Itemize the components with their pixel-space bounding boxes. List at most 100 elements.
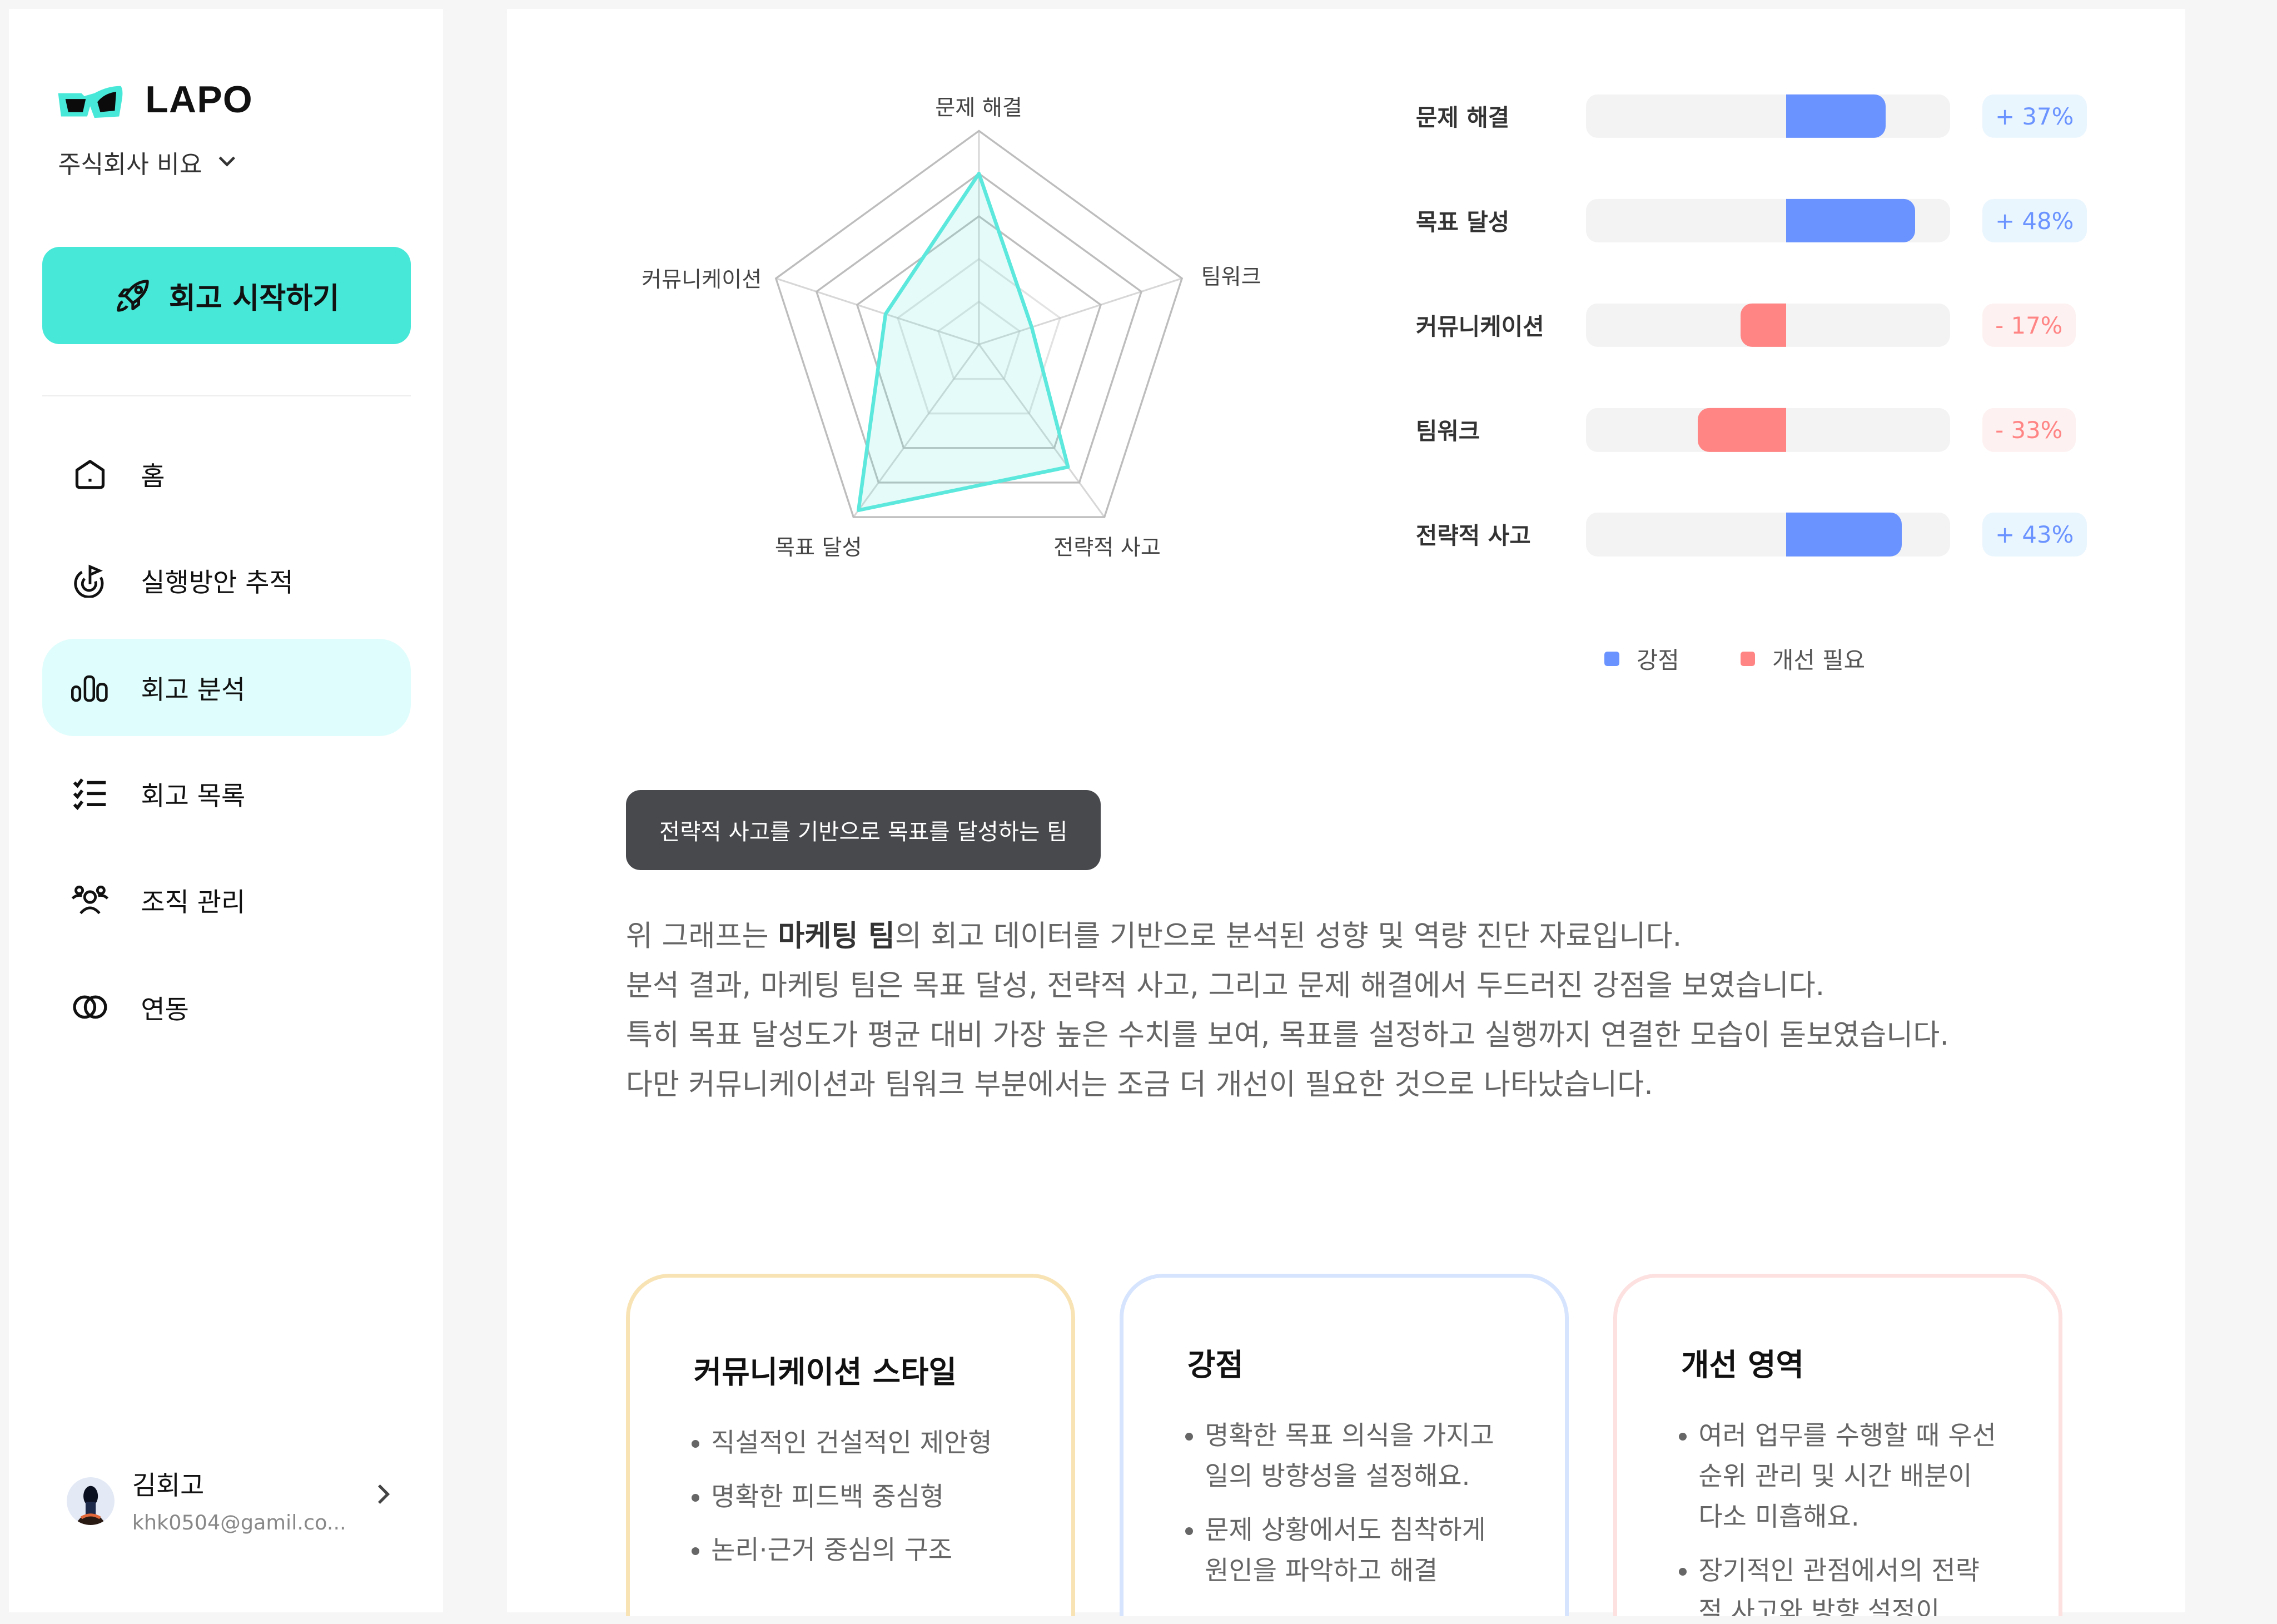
card-communication-style: 커뮤니케이션 스타일 직설적인 건설적인 제안형 명확한 피드백 중심형 논리·…: [625, 1273, 1075, 1616]
company-name: 주식회사 비요: [58, 150, 202, 179]
list-item: 명확한 목표 의식을 가지고 일의 방향성을 설정해요.: [1205, 1416, 1510, 1497]
card-title: 강점: [1187, 1347, 1244, 1383]
rocket-icon: [116, 279, 149, 312]
value-badge: + 37%: [1982, 94, 2087, 138]
value-badge: - 33%: [1982, 408, 2076, 452]
sidebar-divider: [42, 395, 411, 397]
bar-track: [1585, 513, 1951, 557]
value-badge: + 48%: [1982, 198, 2087, 243]
radar-chart: [774, 129, 1183, 518]
link-icon: [68, 989, 112, 1026]
profile-email: khk0504@gamil.co...: [132, 1510, 346, 1534]
bar-label: 커뮤니케이션: [1415, 313, 1544, 341]
radar-grid-ring: [856, 215, 1102, 449]
checklist-icon: [68, 775, 112, 813]
sidebar-item-label: 홈: [141, 461, 165, 493]
bar-track: [1585, 94, 1951, 138]
sidebar-item-retro-list[interactable]: 회고 목록: [42, 745, 411, 842]
sidebar-item-home[interactable]: 홈: [42, 425, 411, 523]
radar-axis-line: [978, 277, 1182, 345]
list-item: 명확한 피드백 중심형: [711, 1477, 1016, 1517]
radar-grid-ring: [774, 129, 1183, 518]
sidebar-item-action-tracking[interactable]: 실행방안 추적: [42, 532, 411, 629]
bar-label: 문제 해결: [1415, 103, 1510, 131]
value-badge: + 43%: [1982, 513, 2087, 557]
bar-strength: [1786, 94, 1886, 138]
summary-line-4: 다만 커뮤니케이션과 팀워크 부분에서는 조금 더 개선이 필요한 것으로 나타…: [625, 1067, 1653, 1101]
summary-line-2: 분석 결과, 마케팅 팀은 목표 달성, 전략적 사고, 그리고 문제 해결에서…: [625, 969, 1825, 1003]
list-item: 직설적인 건설적인 제안형: [711, 1423, 1016, 1463]
sidebar-item-label: 조직 관리: [141, 887, 246, 918]
legend-swatch: [1604, 651, 1619, 666]
list-item: 논리·근거 중심의 구조: [711, 1530, 1016, 1571]
summary-paragraph: 위 그래프는 마케팅 팀의 회고 데이터를 기반으로 분석된 성향 및 역량 진…: [626, 912, 2136, 1109]
radar-series-area: [856, 171, 1070, 512]
home-icon: [68, 455, 112, 493]
bar-improvement: [1697, 408, 1786, 452]
card-list: 직설적인 건설적인 제안형 명확한 피드백 중심형 논리·근거 중심의 구조: [679, 1423, 1016, 1584]
bar-improvement: [1740, 303, 1786, 347]
sidebar-item-org-management[interactable]: 조직 관리: [42, 851, 411, 948]
card-title: 커뮤니케이션 스타일: [693, 1354, 957, 1390]
bar-track: [1585, 408, 1951, 452]
radar-grid-ring: [815, 172, 1142, 484]
radar-axis-label: 커뮤니케이션: [642, 267, 762, 293]
radar-axis-line: [775, 277, 980, 345]
bar-label: 목표 달성: [1415, 208, 1510, 236]
sidebar: LAPO 주식회사 비요 회고 시작하기 홈 실행방안 추적 회고 분석: [8, 8, 443, 1612]
sidebar-item-label: 회고 분석: [141, 675, 246, 706]
bar-track: [1585, 198, 1951, 243]
chevron-down-icon: [218, 156, 235, 167]
bar-strength: [1786, 513, 1902, 557]
summary-line-3: 특히 목표 달성도가 평균 대비 가장 높은 수치를 보여, 목표를 설정하고 …: [625, 1019, 1949, 1052]
users-icon: [68, 881, 112, 918]
start-retro-label: 회고 시작하기: [168, 281, 340, 315]
card-strengths: 강점 명확한 목표 의식을 가지고 일의 방향성을 설정해요. 문제 상황에서도…: [1120, 1273, 1569, 1616]
logo-glasses-icon: [57, 85, 123, 120]
legend-label: 개선 필요: [1772, 646, 1866, 674]
radar-axis-label: 전략적 사고: [1053, 535, 1161, 560]
radar-axis-label: 문제 해결: [935, 95, 1022, 121]
list-item: 여러 업무를 수행할 때 우선순위 관리 및 시간 배분이 다소 미흡해요.: [1698, 1416, 2003, 1537]
sidebar-item-label: 실행방안 추적: [141, 568, 294, 599]
sidebar-item-retro-analysis[interactable]: 회고 분석: [42, 639, 411, 737]
target-flag-icon: [68, 562, 112, 599]
radar-axis-label: 팀워크: [1201, 265, 1261, 290]
start-retro-button[interactable]: 회고 시작하기: [42, 247, 411, 345]
sidebar-item-integrations[interactable]: 연동: [42, 958, 411, 1056]
summary-text: 위 그래프는: [625, 920, 778, 953]
list-item: 장기적인 관점에서의 전략적 사고와 방향 설정이: [1698, 1551, 2003, 1616]
bar-label: 전략적 사고: [1415, 522, 1531, 550]
radar-axis-line: [978, 344, 1105, 518]
legend-item-improve: 개선 필요: [1740, 642, 1866, 676]
legend-swatch: [1740, 651, 1755, 666]
avatar: [67, 1477, 115, 1525]
radar-grid-ring: [937, 300, 1021, 380]
team-type-tag: 전략적 사고를 기반으로 목표를 달성하는 팀: [625, 790, 1101, 870]
card-improvement-areas: 개선 영역 여러 업무를 수행할 때 우선순위 관리 및 시간 배분이 다소 미…: [1613, 1273, 2063, 1616]
chevron-right-icon: [377, 1484, 390, 1504]
chart-legend: 강점 개선 필요: [1604, 642, 1865, 676]
bar-track: [1585, 303, 1951, 347]
summary-text: 의 회고 데이터를 기반으로 분석된 성향 및 역량 진단 자료입니다.: [894, 920, 1682, 953]
radar-axis-line: [852, 344, 980, 518]
sidebar-item-label: 연동: [141, 995, 189, 1026]
bar-chart-icon: [68, 669, 112, 707]
company-selector[interactable]: 주식회사 비요: [58, 144, 237, 180]
legend-item-strength: 강점: [1604, 642, 1679, 676]
summary-line-1: 위 그래프는 마케팅 팀의 회고 데이터를 기반으로 분석된 성향 및 역량 진…: [626, 912, 2136, 961]
bar-label: 팀워크: [1415, 418, 1480, 445]
value-badge: - 17%: [1982, 303, 2076, 347]
profile-menu[interactable]: 김회고 khk0504@gamil.co...: [52, 1461, 415, 1542]
team-name: 마케팅 팀: [778, 920, 895, 953]
radar-grid-ring: [896, 257, 1061, 415]
brand-name: LAPO: [145, 79, 253, 121]
radar-axis-label: 목표 달성: [774, 535, 862, 560]
legend-label: 강점: [1636, 646, 1679, 674]
card-list: 명확한 목표 의식을 가지고 일의 방향성을 설정해요. 문제 상황에서도 침착…: [1173, 1416, 1510, 1605]
sidebar-item-label: 회고 목록: [141, 781, 246, 812]
list-item: 문제 상황에서도 침착하게 원인을 파악하고 해결: [1205, 1510, 1510, 1591]
profile-name: 김회고: [132, 1471, 205, 1502]
card-title: 개선 영역: [1681, 1347, 1804, 1383]
card-list: 여러 업무를 수행할 때 우선순위 관리 및 시간 배분이 다소 미흡해요. 장…: [1667, 1416, 2003, 1616]
